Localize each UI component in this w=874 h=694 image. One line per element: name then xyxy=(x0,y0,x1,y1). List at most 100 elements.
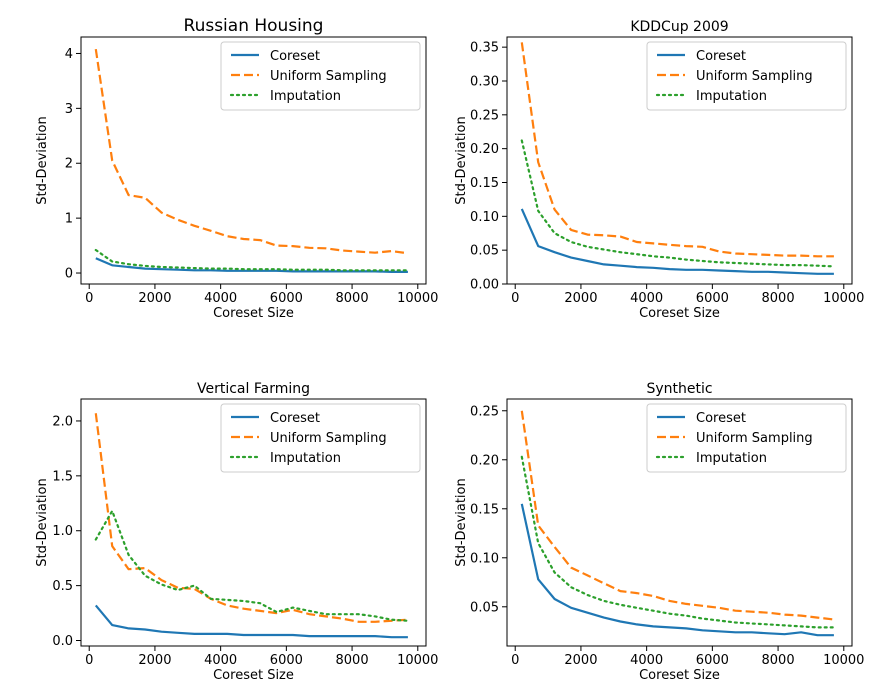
y-tick-label: 0.20 xyxy=(470,142,499,157)
series-line-uniform-sampling xyxy=(94,48,409,255)
x-tick-label: 2000 xyxy=(564,291,597,306)
chart-panel-2: 0 2000 4000 6000 8000 10000 0.00 0.05 0.10 0.15 0.… xyxy=(454,19,864,321)
y-tick-label: 0.00 xyxy=(470,278,499,293)
x-tick-label: 6000 xyxy=(270,291,303,306)
series-line-imputation xyxy=(520,139,836,268)
y-tick-label: 0.10 xyxy=(470,551,499,566)
legend-label: Imputation xyxy=(270,451,341,466)
x-tick-label: 8000 xyxy=(762,291,795,306)
x-tick-label: 4000 xyxy=(204,291,237,306)
y-tick-label: 1.5 xyxy=(52,469,73,484)
legend-label: Uniform Sampling xyxy=(270,69,387,84)
legend-label: Imputation xyxy=(270,89,341,104)
x-tick-label: 0 xyxy=(85,653,93,668)
legend-label: Uniform Sampling xyxy=(696,69,813,84)
legend-label: Imputation xyxy=(696,89,767,104)
x-tick-label: 8000 xyxy=(762,653,795,668)
plot-frame xyxy=(506,398,853,647)
x-axis-label: Coreset Size xyxy=(639,668,720,683)
legend: Coreset Uniform Sampling Imputation xyxy=(220,41,421,111)
y-tick-label: 3 xyxy=(65,102,73,117)
x-tick-label: 2000 xyxy=(138,291,171,306)
plot-frame xyxy=(80,36,427,285)
x-tick-label: 2000 xyxy=(138,653,171,668)
series-line-imputation xyxy=(520,455,836,629)
y-tick-label: 0.25 xyxy=(470,108,499,123)
y-tick-label: 2.0 xyxy=(52,414,73,429)
y-tick-label: 0.20 xyxy=(470,453,499,468)
x-tick-label: 10000 xyxy=(397,653,438,668)
y-axis-label: Std-Deviation xyxy=(35,478,50,566)
plot-frame xyxy=(506,36,853,285)
y-tick-label: 1.0 xyxy=(52,524,73,539)
x-axis-label: Coreset Size xyxy=(639,306,720,321)
x-tick-label: 10000 xyxy=(823,653,864,668)
chart-title: KDDCup 2009 xyxy=(630,19,728,35)
chart-panel-1: 0 2000 4000 6000 8000 10000 0 1 2 3 4 Russian Housi… xyxy=(35,16,438,321)
x-tick-label: 0 xyxy=(511,291,519,306)
x-tick-label: 0 xyxy=(85,291,93,306)
legend-box xyxy=(220,41,421,111)
y-axis-label: Std-Deviation xyxy=(454,116,469,204)
series-line-imputation xyxy=(94,509,409,622)
y-tick-label: 0.05 xyxy=(470,244,499,259)
chart-title: Synthetic xyxy=(646,381,712,397)
legend-label: Uniform Sampling xyxy=(696,431,813,446)
legend: Coreset Uniform Sampling Imputation xyxy=(646,403,847,473)
legend-label: Coreset xyxy=(270,411,320,426)
y-tick-label: 1 xyxy=(65,212,73,227)
chart-title: Russian Housing xyxy=(184,16,324,36)
x-tick-label: 6000 xyxy=(696,653,729,668)
y-tick-label: 4 xyxy=(65,47,73,62)
x-tick-label: 10000 xyxy=(823,291,864,306)
y-axis-label: Std-Deviation xyxy=(35,116,50,204)
x-tick-label: 8000 xyxy=(336,653,369,668)
y-tick-label: 0.10 xyxy=(470,210,499,225)
x-axis-label: Coreset Size xyxy=(213,306,294,321)
series-line-coreset xyxy=(520,503,834,637)
legend-box xyxy=(646,403,847,473)
x-axis-label: Coreset Size xyxy=(213,668,294,683)
y-tick-label: 0.25 xyxy=(470,404,499,419)
x-tick-label: 4000 xyxy=(630,653,663,668)
x-tick-label: 0 xyxy=(511,653,519,668)
legend-label: Uniform Sampling xyxy=(270,431,387,446)
x-tick-label: 6000 xyxy=(696,291,729,306)
series-line-imputation xyxy=(94,248,409,272)
legend: Coreset Uniform Sampling Imputation xyxy=(646,41,847,111)
legend-label: Coreset xyxy=(696,411,746,426)
chart-title: Vertical Farming xyxy=(197,381,310,397)
legend-box xyxy=(646,41,847,111)
y-tick-label: 0.15 xyxy=(470,502,499,517)
series-line-coreset xyxy=(94,604,408,639)
y-tick-label: 0.35 xyxy=(470,41,499,56)
x-tick-label: 4000 xyxy=(204,653,237,668)
x-tick-label: 2000 xyxy=(564,653,597,668)
legend-label: Coreset xyxy=(270,49,320,64)
y-tick-label: 0 xyxy=(65,267,73,282)
y-tick-label: 0.0 xyxy=(52,634,73,649)
series-line-uniform-sampling xyxy=(94,413,408,623)
plot-frame xyxy=(80,398,427,647)
y-axis-label: Std-Deviation xyxy=(454,478,469,566)
series-line-uniform-sampling xyxy=(520,410,835,621)
x-tick-label: 10000 xyxy=(397,291,438,306)
y-tick-label: 0.15 xyxy=(470,176,499,191)
legend-label: Imputation xyxy=(696,451,767,466)
y-tick-label: 0.30 xyxy=(470,74,499,89)
x-tick-label: 4000 xyxy=(630,291,663,306)
legend: Coreset Uniform Sampling Imputation xyxy=(220,403,421,473)
legend-box xyxy=(220,403,421,473)
x-tick-label: 8000 xyxy=(336,291,369,306)
chart-panel-4: 0 2000 4000 6000 8000 10000 0.05 0.10 0.15 0.20 0.… xyxy=(454,381,864,683)
series-line-uniform-sampling xyxy=(520,42,834,258)
y-tick-label: 0.05 xyxy=(470,600,499,615)
y-tick-label: 2 xyxy=(65,157,73,172)
series-line-coreset xyxy=(520,208,834,275)
x-tick-label: 6000 xyxy=(270,653,303,668)
chart-panel-3: 0 2000 4000 6000 8000 10000 0.0 0.5 1.0 1.5 2.0 Ver… xyxy=(35,381,438,683)
legend-label: Coreset xyxy=(696,49,746,64)
y-tick-label: 0.5 xyxy=(52,579,73,594)
